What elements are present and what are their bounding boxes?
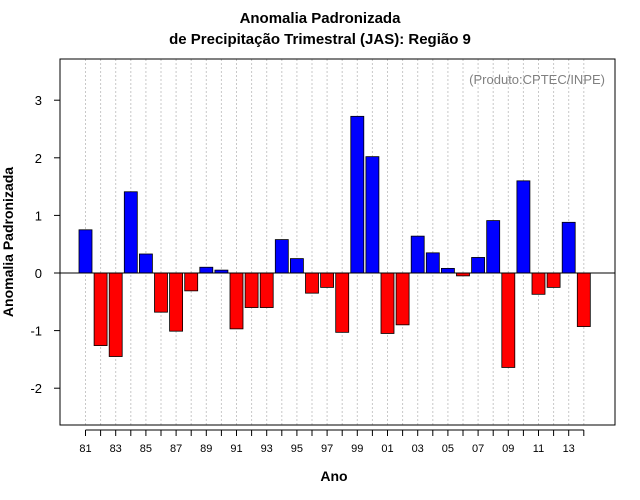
- x-tick-label: 13: [563, 443, 575, 455]
- y-tick-label: 0: [35, 266, 42, 281]
- bar-1981: [78, 229, 93, 274]
- y-tick-label: 1: [35, 208, 42, 223]
- x-axis-label: Ano: [320, 468, 347, 484]
- x-tick-label: 89: [200, 443, 212, 455]
- bar-2003: [410, 235, 425, 274]
- y-tick-label: 2: [35, 151, 42, 166]
- grid-lines: [85, 59, 585, 425]
- chart-title: Anomalia Padronizada: [239, 10, 401, 27]
- bar-2009: [501, 272, 516, 368]
- x-tick-label: 09: [502, 443, 514, 455]
- bar-1985: [138, 253, 153, 274]
- y-axis: -2 -1 0 1 2 3: [30, 93, 60, 396]
- bar-1996: [305, 272, 319, 294]
- bar-2004: [425, 252, 440, 274]
- bar-1994: [274, 239, 289, 274]
- x-tick-label: 83: [110, 443, 122, 455]
- chart-subtitle: de Precipitação Trimestral (JAS): Região…: [169, 31, 471, 48]
- x-tick-label: 95: [291, 443, 303, 455]
- plot-frame: [59, 58, 616, 426]
- x-tick-label: 07: [472, 443, 484, 455]
- bar-2014: [576, 272, 591, 327]
- y-tick-label: -1: [30, 324, 42, 339]
- x-tick-label: 01: [381, 443, 393, 455]
- bar-2007: [471, 257, 486, 274]
- bar-2008: [486, 220, 501, 274]
- x-tick-label: 87: [170, 443, 182, 455]
- x-tick-label: 99: [351, 443, 363, 455]
- bar-1983: [108, 272, 123, 357]
- bar-2002: [395, 272, 410, 326]
- x-tick-label: 03: [412, 443, 424, 455]
- source-annotation: (Produto:CPTEC/INPE): [469, 72, 605, 87]
- x-axis: 81 83 85 87 89 91 93 95 97 99 01 03 05 07 09 11 13: [79, 429, 585, 455]
- x-tick-label: 85: [140, 443, 152, 455]
- x-tick-label: 81: [79, 443, 91, 455]
- bar-2001: [380, 272, 395, 334]
- bar-1991: [229, 272, 244, 330]
- bar-1993: [259, 272, 274, 308]
- bar-1989: [199, 266, 214, 274]
- bar-2011: [531, 272, 546, 295]
- bar-1982: [93, 272, 108, 346]
- x-tick-label: 05: [442, 443, 454, 455]
- bar-1986: [154, 272, 168, 313]
- y-tick-label: 3: [35, 93, 42, 108]
- bars-group: [78, 115, 591, 368]
- bar-1992: [244, 272, 259, 308]
- bar-1995: [289, 258, 304, 274]
- bar-1984: [123, 191, 138, 274]
- bar-2012: [546, 272, 561, 288]
- x-tick-label: 11: [533, 443, 544, 455]
- bar-1998: [335, 272, 350, 333]
- bar-1988: [184, 272, 199, 292]
- y-axis-label: Anomalia Padronizada: [0, 167, 16, 317]
- bar-2000: [365, 156, 380, 274]
- y-tick-label: -2: [30, 381, 42, 396]
- bar-1987: [169, 272, 184, 332]
- bar-1999: [350, 115, 365, 274]
- x-tick-label: 93: [261, 443, 273, 455]
- bar-2005: [440, 267, 455, 274]
- x-tick-label: 91: [230, 443, 242, 455]
- bar-1997: [320, 272, 335, 288]
- bar-2013: [561, 221, 576, 274]
- x-tick-label: 97: [321, 443, 333, 455]
- bar-2010: [516, 180, 531, 274]
